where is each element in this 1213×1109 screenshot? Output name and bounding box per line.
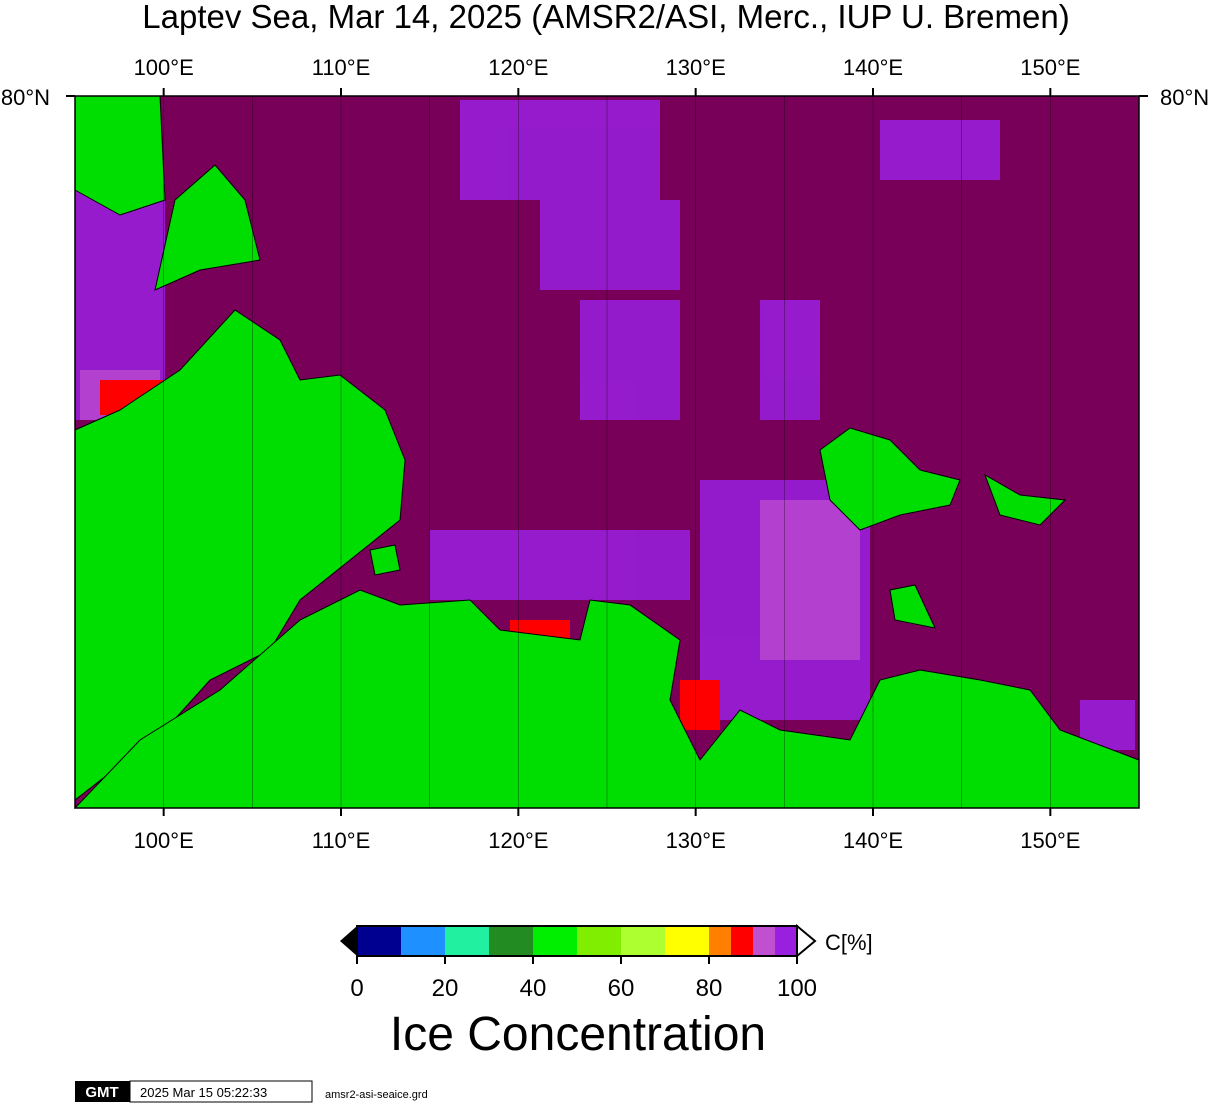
logo-box bbox=[75, 1081, 130, 1102]
lon-label: 110°E bbox=[312, 55, 371, 80]
lon-label: 100°E bbox=[134, 55, 194, 80]
colorbar-bin bbox=[357, 926, 401, 956]
colorbar-title: Ice Concentration bbox=[390, 1008, 766, 1061]
lon-label: 110°E bbox=[312, 828, 371, 853]
colorbar-over bbox=[796, 923, 817, 959]
lon-label: 140°E bbox=[843, 828, 903, 853]
lat-label: 80°N bbox=[1, 85, 50, 110]
colorbar-tick-label: 80 bbox=[696, 975, 723, 1002]
colorbar-bin bbox=[621, 926, 665, 956]
colorbar-tick-label: 0 bbox=[350, 975, 363, 1002]
timestamp: 2025 Mar 15 05:22:33 bbox=[140, 1085, 267, 1100]
colorbar-tick-label: 20 bbox=[432, 975, 459, 1002]
colorbar-bin bbox=[533, 926, 577, 956]
colorbar-tick-label: 60 bbox=[608, 975, 635, 1002]
colorbar-bin bbox=[489, 926, 533, 956]
file-name: amsr2-asi-seaice.grd bbox=[325, 1089, 428, 1101]
colorbar-unit: C[%] bbox=[825, 930, 873, 955]
lon-label: 120°E bbox=[488, 828, 548, 853]
colorbar-frame bbox=[356, 925, 798, 957]
colorbar-bin bbox=[577, 926, 621, 956]
timestamp-box bbox=[129, 1080, 313, 1103]
map-frame bbox=[74, 95, 1140, 809]
lon-label: 120°E bbox=[488, 55, 548, 80]
map: 80°N 80°N bbox=[1, 85, 1209, 809]
colorbar-tick-label: 100 bbox=[777, 975, 817, 1002]
colorbar-bin bbox=[731, 926, 753, 956]
ice-texture bbox=[80, 370, 860, 660]
lon-label: 100°E bbox=[134, 828, 194, 853]
logo: GMT bbox=[85, 1084, 118, 1101]
colorbar-bin bbox=[709, 926, 731, 956]
colorbar-bin bbox=[401, 926, 445, 956]
colorbar-bin bbox=[753, 926, 775, 956]
colorbar-bin bbox=[665, 926, 709, 956]
colorbar-bin bbox=[445, 926, 489, 956]
lat-label: 80°N bbox=[1160, 85, 1209, 110]
lon-label: 140°E bbox=[843, 55, 903, 80]
colorbar-bin bbox=[775, 926, 797, 956]
footer: GMT 2025 Mar 15 05:22:33 amsr2-asi-seaic… bbox=[75, 1080, 428, 1103]
colorbar-tick-label: 40 bbox=[520, 975, 547, 1002]
title: Laptev Sea, Mar 14, 2025 (AMSR2/ASI, Mer… bbox=[142, 0, 1069, 35]
lon-label: 150°E bbox=[1020, 55, 1080, 80]
lon-label: 130°E bbox=[666, 55, 726, 80]
colorbar-under bbox=[340, 926, 357, 956]
colorbar: 0 20 40 60 80 100 bbox=[340, 923, 817, 1002]
lon-label: 150°E bbox=[1020, 828, 1080, 853]
lon-label: 130°E bbox=[666, 828, 726, 853]
